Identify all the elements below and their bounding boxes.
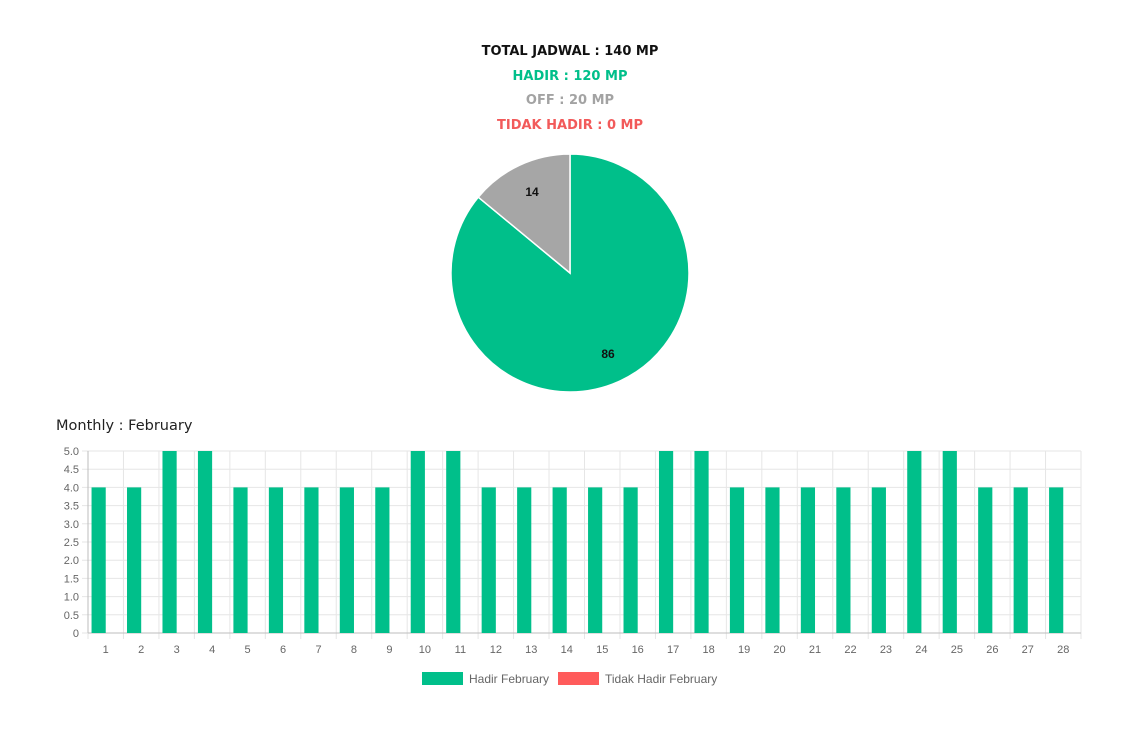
bar-hadir[interactable]	[765, 487, 780, 633]
bar-hadir[interactable]	[942, 451, 957, 633]
bar-hadir[interactable]	[978, 487, 993, 633]
x-tick-label: 12	[490, 644, 502, 656]
legend-label: Tidak Hadir February	[605, 672, 717, 686]
x-tick-label: 16	[632, 644, 644, 656]
x-tick-label: 7	[315, 644, 321, 656]
y-tick-label: 3.0	[64, 519, 79, 531]
bar-hadir[interactable]	[658, 451, 674, 633]
bar-hadir[interactable]	[871, 487, 886, 633]
x-tick-label: 10	[419, 644, 431, 656]
pie-slice-label: 86	[601, 347, 615, 361]
x-tick-label: 5	[245, 644, 251, 656]
off-label: OFF : 20 MP	[525, 93, 615, 108]
x-tick-label: 2	[138, 644, 144, 656]
y-tick-label: 2.0	[64, 555, 79, 567]
x-tick-label: 25	[951, 644, 963, 656]
x-tick-label: 20	[773, 644, 785, 656]
y-tick-label: 2.5	[64, 537, 79, 549]
legend-hadir[interactable]: Hadir February	[422, 672, 549, 686]
bar-hadir[interactable]	[907, 451, 922, 633]
bar-hadir[interactable]	[304, 487, 319, 633]
bar-hadir[interactable]	[729, 487, 745, 633]
bar-hadir[interactable]	[588, 487, 603, 633]
y-tick-label: 5.0	[64, 446, 79, 458]
x-tick-label: 14	[561, 644, 573, 656]
attendance-pie-chart: 86 14	[450, 153, 690, 393]
bar-hadir[interactable]	[836, 487, 851, 633]
bar-hadir[interactable]	[268, 487, 284, 633]
x-tick-label: 19	[738, 644, 750, 656]
x-tick-label: 9	[386, 644, 392, 656]
monthly-chart-title: Monthly : February	[56, 418, 193, 434]
bar-hadir[interactable]	[375, 487, 390, 633]
bar-hadir[interactable]	[623, 487, 638, 633]
pie-slice-14[interactable]	[477, 153, 571, 275]
bar-hadir[interactable]	[694, 451, 709, 633]
x-tick-label: 28	[1057, 644, 1069, 656]
legend-swatch	[422, 672, 463, 685]
bar-hadir[interactable]	[91, 487, 106, 633]
x-tick-label: 8	[351, 644, 357, 656]
legend-swatch	[558, 672, 599, 685]
tidak-hadir-label: TIDAK HADIR : 0 MP	[496, 117, 644, 133]
bar-hadir[interactable]	[552, 487, 567, 633]
x-tick-label: 27	[1022, 644, 1034, 656]
bar-hadir[interactable]	[517, 487, 532, 633]
bar-hadir[interactable]	[127, 487, 142, 633]
bar-hadir[interactable]	[410, 451, 425, 633]
pie-slice-label: 14	[525, 185, 539, 199]
x-tick-label: 18	[703, 644, 715, 656]
y-tick-label: 0.5	[64, 610, 79, 622]
bar-hadir[interactable]	[233, 487, 248, 633]
y-tick-label: 4.5	[64, 464, 79, 476]
bar-hadir[interactable]	[481, 487, 496, 633]
x-tick-label: 26	[986, 644, 998, 656]
legend-label: Hadir February	[469, 672, 549, 686]
bar-hadir[interactable]	[162, 451, 177, 633]
attendance-summary: TOTAL JADWAL : 140 MP HADIR : 120 MP OFF…	[0, 40, 1140, 138]
y-tick-label: 1.0	[64, 592, 79, 604]
x-tick-label: 1	[103, 644, 109, 656]
y-tick-label: 4.0	[64, 482, 79, 494]
x-tick-label: 24	[915, 644, 927, 656]
x-tick-label: 23	[880, 644, 892, 656]
x-tick-label: 21	[809, 644, 821, 656]
x-tick-label: 11	[455, 644, 466, 656]
x-tick-label: 4	[209, 644, 215, 656]
hadir-label: HADIR : 120 MP	[512, 68, 628, 84]
x-tick-label: 17	[667, 644, 679, 656]
bar-hadir[interactable]	[197, 451, 213, 633]
bar-hadir[interactable]	[800, 487, 816, 633]
x-tick-label: 6	[280, 644, 286, 656]
x-tick-label: 13	[525, 644, 537, 656]
x-tick-label: 22	[844, 644, 856, 656]
bar-hadir[interactable]	[339, 487, 354, 633]
x-tick-label: 3	[174, 644, 180, 656]
y-tick-label: 0	[73, 628, 79, 640]
bar-hadir[interactable]	[1049, 487, 1064, 633]
x-tick-label: 15	[596, 644, 608, 656]
bar-hadir[interactable]	[446, 451, 461, 633]
bar-hadir[interactable]	[1013, 487, 1028, 633]
legend-tidak-hadir[interactable]: Tidak Hadir February	[558, 672, 717, 686]
total-jadwal-label: TOTAL JADWAL : 140 MP	[481, 44, 659, 59]
y-tick-label: 3.5	[64, 501, 79, 513]
y-tick-label: 1.5	[64, 573, 79, 585]
